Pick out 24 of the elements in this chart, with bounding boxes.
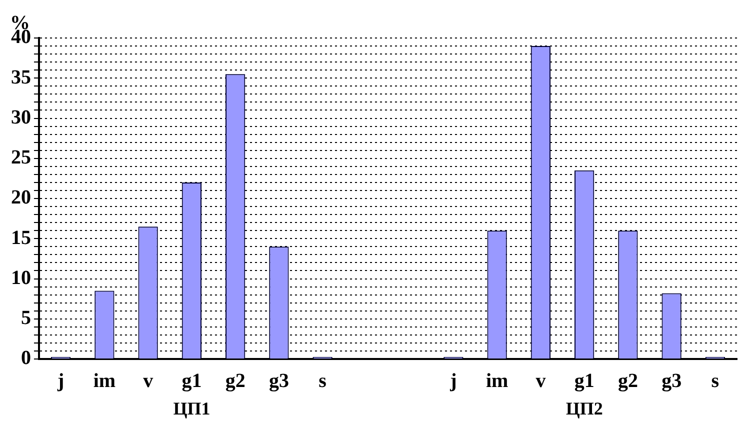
y-tick-label: 30 bbox=[11, 106, 31, 128]
text: ЦП1 bbox=[173, 398, 210, 419]
x-tick-label: g1 bbox=[574, 370, 594, 392]
x-tick-label: g2 bbox=[618, 370, 638, 392]
x-tick-label: g1 bbox=[182, 370, 202, 392]
y-tick-label: 10 bbox=[11, 266, 31, 289]
x-tick-label: im bbox=[93, 370, 116, 392]
y-tick-label: 35 bbox=[11, 66, 31, 88]
y-tick-label: 20 bbox=[11, 186, 31, 209]
text: ЦП2 bbox=[566, 398, 603, 419]
x-tick-label: im bbox=[486, 370, 509, 392]
x-tick-label: g3 bbox=[662, 370, 682, 392]
x-tick-label: g3 bbox=[268, 370, 289, 392]
x-tick-label: v bbox=[143, 370, 154, 392]
x-tick-label: v bbox=[536, 370, 546, 392]
x-tick-label: g2 bbox=[225, 370, 246, 392]
x-tick-label: j bbox=[449, 370, 457, 392]
x-tick-label: s bbox=[318, 370, 327, 392]
y-tick-label: 15 bbox=[11, 226, 31, 249]
y-tick-label: 0 bbox=[21, 347, 31, 370]
y-tick-label: 5 bbox=[21, 307, 31, 330]
y-tick-label: 25 bbox=[11, 146, 31, 169]
x-tick-label: j bbox=[56, 370, 64, 392]
x-tick-label: s bbox=[711, 370, 720, 392]
